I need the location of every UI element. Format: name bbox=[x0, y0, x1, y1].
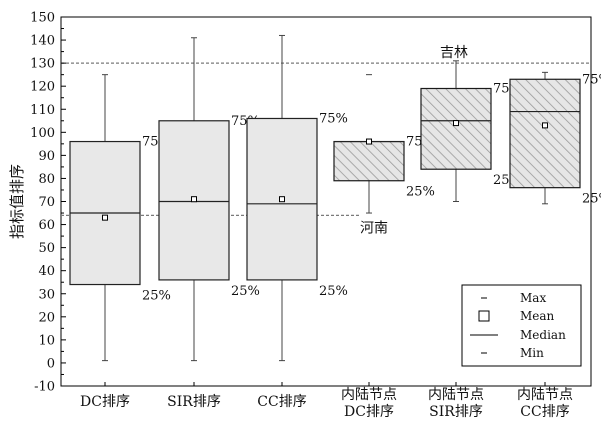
y-tick-label: 40 bbox=[38, 264, 55, 279]
reference-line-label: 吉林 bbox=[440, 45, 468, 61]
q1-label: 25% bbox=[582, 192, 601, 207]
legend-label: Min bbox=[520, 346, 544, 360]
box-iqr bbox=[333, 140, 405, 182]
box-iqr bbox=[420, 87, 492, 170]
y-tick-label: 70 bbox=[38, 195, 55, 210]
y-tick-label: 100 bbox=[30, 126, 55, 141]
q1-label: 25% bbox=[142, 289, 171, 304]
y-tick-label: 130 bbox=[30, 57, 55, 72]
x-category-label: 内陆节点 bbox=[517, 387, 573, 403]
y-tick-label: 150 bbox=[30, 11, 55, 26]
y-tick-label: 30 bbox=[38, 287, 55, 302]
x-category-label: 内陆节点 bbox=[341, 387, 397, 403]
x-category-label: DC排序 bbox=[80, 394, 130, 410]
box-iqr bbox=[509, 78, 581, 189]
mean-marker bbox=[102, 214, 108, 221]
box-series: 75%25% bbox=[158, 37, 260, 362]
mean-marker bbox=[191, 196, 197, 203]
q1-label: 25% bbox=[231, 284, 260, 299]
q3-label: 75% bbox=[319, 111, 348, 126]
q1-label: 25% bbox=[406, 185, 435, 200]
y-tick-label: 0 bbox=[47, 356, 55, 371]
x-category-label: CC排序 bbox=[520, 404, 569, 420]
y-tick-label: 50 bbox=[38, 241, 55, 256]
y-axis-label: 指标值排序 bbox=[8, 164, 26, 239]
legend-mean-symbol bbox=[478, 310, 490, 322]
y-tick-label: -10 bbox=[34, 380, 55, 395]
y-tick-label: 80 bbox=[38, 172, 55, 187]
y-axis: -10 0 10 20 30 40 50 60 70 80 90 100 110 120 130 140 150 bbox=[30, 11, 66, 395]
y-tick-label: 110 bbox=[30, 103, 55, 118]
mean-marker bbox=[542, 122, 548, 129]
y-tick-label: 60 bbox=[38, 218, 55, 233]
legend: Max Mean Median Min bbox=[461, 284, 582, 367]
box-series: 75% 25% bbox=[246, 34, 348, 362]
y-tick-label: 120 bbox=[30, 80, 55, 95]
boxes: 75%25%75%25%75%25%75%25%75%25%75%25% bbox=[69, 34, 601, 362]
y-tick-label: 20 bbox=[38, 310, 55, 325]
x-category-label: 内陆节点 bbox=[428, 387, 484, 403]
mean-marker bbox=[279, 196, 285, 203]
box-series: 75%25% bbox=[333, 74, 435, 214]
q1-label: 25% bbox=[319, 284, 348, 299]
box-series: 75%25% bbox=[69, 74, 171, 362]
x-category-label: CC排序 bbox=[257, 394, 306, 410]
x-category-label: DC排序 bbox=[344, 404, 394, 420]
x-category-label: SIR排序 bbox=[429, 404, 483, 420]
reference-line-label: 河南 bbox=[360, 220, 388, 236]
legend-label: Max bbox=[520, 291, 546, 305]
q3-label: 75% bbox=[582, 72, 601, 87]
mean-marker bbox=[366, 138, 372, 145]
mean-marker bbox=[453, 120, 459, 127]
legend-label: Mean bbox=[520, 309, 555, 323]
y-tick-label: 90 bbox=[38, 149, 55, 164]
box-series: 75%25% bbox=[420, 60, 522, 202]
legend-label: Median bbox=[520, 328, 566, 342]
y-tick-label: 140 bbox=[30, 34, 55, 49]
box-series: 75% 25% bbox=[509, 71, 601, 207]
x-category-label: SIR排序 bbox=[167, 394, 221, 410]
y-tick-label: 10 bbox=[38, 333, 55, 348]
